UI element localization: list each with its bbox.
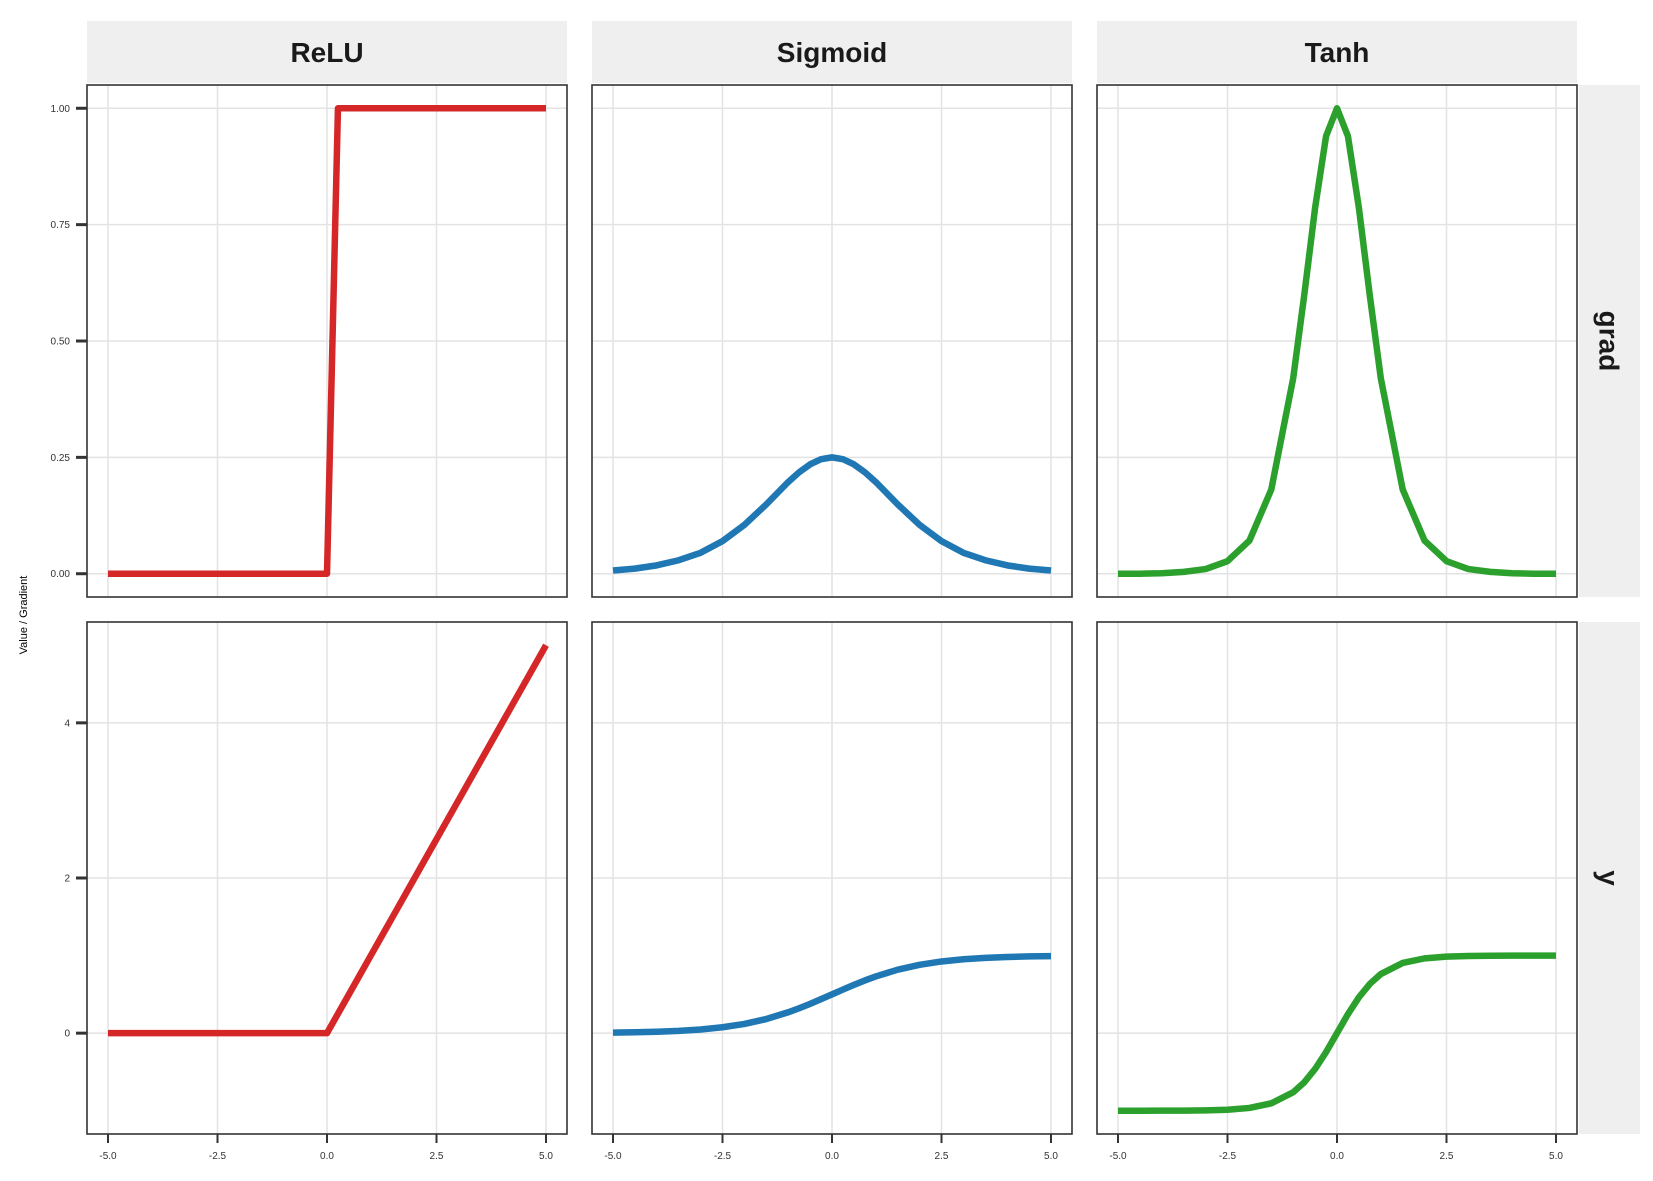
series-line-tanh-grad bbox=[1118, 105, 1556, 577]
panel-tanh-grad bbox=[1096, 84, 1578, 598]
x-tick-label: 0.0 bbox=[320, 1151, 334, 1162]
y-tick-label: 0 bbox=[64, 1029, 70, 1040]
x-tick-label: -5.0 bbox=[1109, 1151, 1127, 1162]
x-tick-label: 5.0 bbox=[539, 1151, 553, 1162]
x-tick-label: 2.5 bbox=[935, 1151, 949, 1162]
series-line-relu-y bbox=[108, 643, 549, 1037]
panel-sigmoid-grad bbox=[591, 84, 1073, 598]
x-tick-label: 5.0 bbox=[1044, 1151, 1058, 1162]
x-tick-label: -5.0 bbox=[604, 1151, 622, 1162]
y-tick-label: 0.00 bbox=[51, 569, 71, 580]
y-axis-label: Value / Gradient bbox=[18, 576, 30, 655]
strip-relu bbox=[87, 21, 567, 83]
series-line-tanh-y bbox=[1118, 952, 1556, 1114]
x-tick-label: 5.0 bbox=[1549, 1151, 1563, 1162]
x-tick-label: -5.0 bbox=[99, 1151, 117, 1162]
strip-label-sigmoid: Sigmoid bbox=[777, 37, 887, 68]
strip-label-grad: grad bbox=[1594, 311, 1625, 372]
series-line-relu-grad bbox=[108, 105, 546, 577]
x-tick-label: -2.5 bbox=[209, 1151, 227, 1162]
strip-grad bbox=[1579, 85, 1640, 597]
series-line-sigmoid-grad bbox=[612, 454, 1052, 574]
y-tick-label: 1.00 bbox=[51, 104, 71, 115]
strip-y bbox=[1579, 622, 1640, 1134]
strip-label-relu: ReLU bbox=[290, 37, 363, 68]
strip-label-y: y bbox=[1594, 870, 1625, 886]
x-tick-label: 2.5 bbox=[1440, 1151, 1454, 1162]
strip-tanh bbox=[1097, 21, 1577, 83]
y-tick-label: 0.50 bbox=[51, 337, 71, 348]
x-tick-label: 2.5 bbox=[430, 1151, 444, 1162]
y-tick-label: 2 bbox=[64, 874, 70, 885]
y-tick-label: 0.25 bbox=[51, 453, 71, 464]
x-tick-label: -2.5 bbox=[1219, 1151, 1237, 1162]
strip-label-tanh: Tanh bbox=[1305, 37, 1370, 68]
y-tick-label: 0.75 bbox=[51, 220, 71, 231]
x-tick-label: 0.0 bbox=[825, 1151, 839, 1162]
strip-sigmoid bbox=[592, 21, 1072, 83]
x-tick-label: 0.0 bbox=[1330, 1151, 1344, 1162]
y-tick-label: 4 bbox=[64, 718, 70, 729]
x-tick-label: -2.5 bbox=[714, 1151, 732, 1162]
series-line-sigmoid-y bbox=[612, 952, 1052, 1036]
